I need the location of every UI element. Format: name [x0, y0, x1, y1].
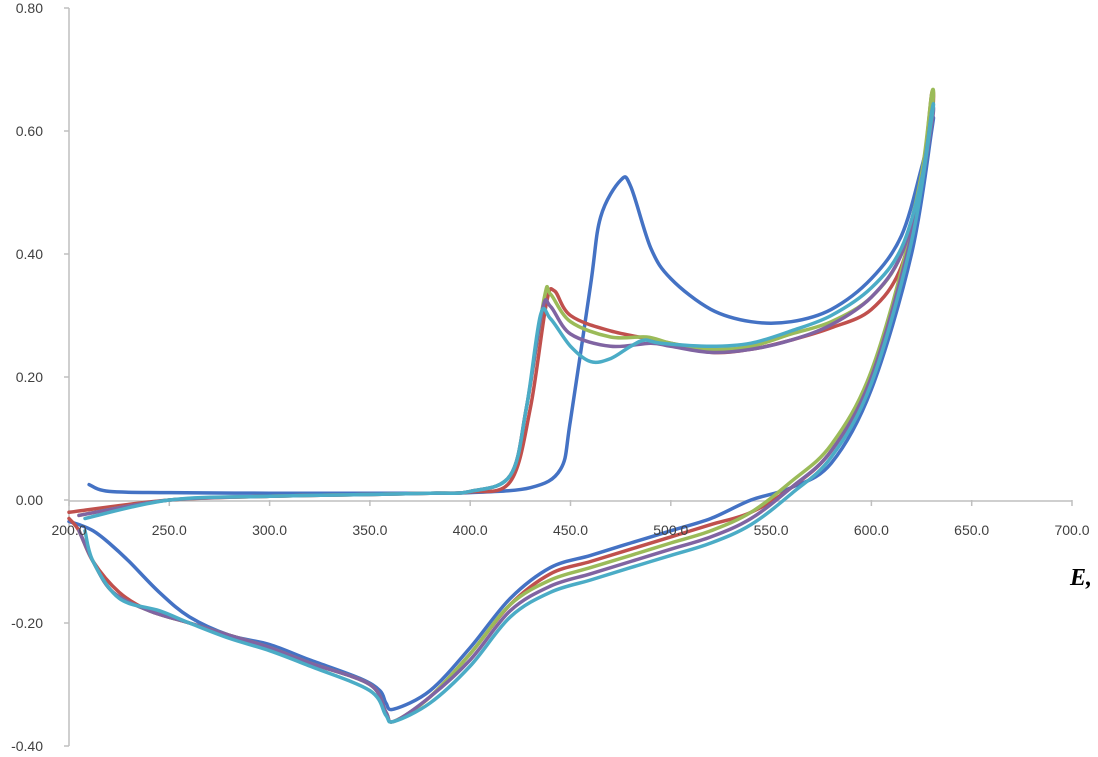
- series-layer: [67, 87, 936, 724]
- x-tick-label: 550.0: [754, 522, 789, 538]
- y-axis-ticks: [64, 7, 69, 747]
- x-axis-tick-labels: 200.0 250.0 300.0 350.0 400.0 450.0 500.0 550.0…: [51, 522, 1089, 538]
- y-tick-label: 0.60: [16, 123, 43, 139]
- x-tick-label: 700.0: [1054, 522, 1089, 538]
- y-tick-label: -0.40: [11, 738, 43, 754]
- x-tick-label: 300.0: [252, 522, 287, 538]
- x-tick-label: 350.0: [352, 522, 387, 538]
- y-tick-label: 0.80: [16, 0, 43, 16]
- x-tick-label: 650.0: [954, 522, 989, 538]
- x-tick-label: 200.0: [51, 522, 86, 538]
- y-axis-tick-labels: 0.80 0.60 0.40 0.20 0.00 -0.20 -0.40: [11, 0, 43, 754]
- y-tick-label: 0.20: [16, 369, 43, 385]
- x-tick-label: 500.0: [653, 522, 688, 538]
- y-tick-label: 0.00: [16, 492, 43, 508]
- x-tick-label: 400.0: [453, 522, 488, 538]
- x-axis-title: E,: [1069, 565, 1092, 591]
- series-line-5: [83, 101, 936, 724]
- x-tick-label: 450.0: [553, 522, 588, 538]
- x-tick-label: 250.0: [152, 522, 187, 538]
- y-tick-label: 0.40: [16, 246, 43, 262]
- y-tick-label: -0.20: [11, 615, 43, 631]
- x-tick-label: 600.0: [854, 522, 889, 538]
- series-line-1: [67, 115, 936, 712]
